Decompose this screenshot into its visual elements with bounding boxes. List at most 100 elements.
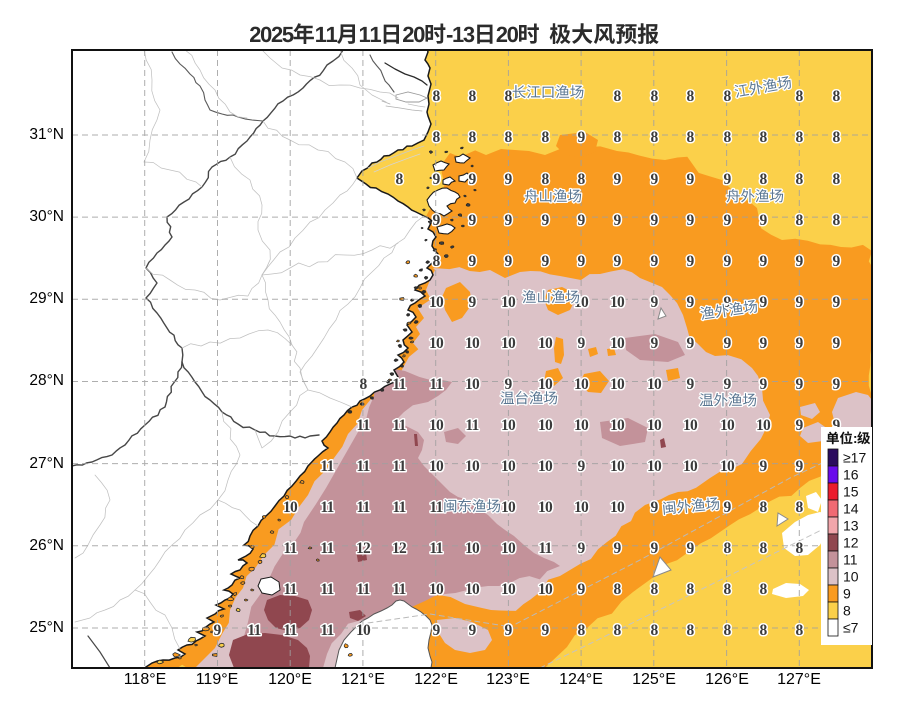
svg-text:9: 9 [795,458,803,475]
svg-text:13: 13 [843,518,859,534]
svg-text:10: 10 [429,581,444,598]
svg-text:120°E: 120°E [268,671,312,688]
svg-text:9: 9 [468,171,476,188]
svg-text:125°E: 125°E [632,671,676,688]
svg-text:121°E: 121°E [341,671,385,688]
svg-text:9: 9 [843,586,851,602]
svg-text:8: 8 [723,540,731,557]
svg-text:9: 9 [795,335,803,352]
svg-text:11: 11 [320,458,333,475]
svg-text:8: 8 [795,499,803,516]
svg-text:9: 9 [541,212,549,229]
svg-text:11: 11 [392,458,405,475]
svg-text:9: 9 [759,212,767,229]
svg-text:8: 8 [832,171,840,188]
svg-text:8: 8 [795,88,803,105]
svg-text:9: 9 [686,171,694,188]
svg-text:9: 9 [613,212,621,229]
svg-text:31°N: 31°N [29,126,64,143]
svg-text:11: 11 [356,499,369,516]
svg-text:9: 9 [504,212,512,229]
svg-text:8: 8 [613,129,621,146]
svg-text:26°N: 26°N [29,537,64,554]
svg-text:8: 8 [541,171,549,188]
svg-text:10: 10 [538,335,553,352]
svg-text:9: 9 [541,622,549,639]
svg-text:9: 9 [723,212,731,229]
svg-text:8: 8 [759,129,767,146]
svg-text:11: 11 [392,376,405,393]
svg-text:9: 9 [577,129,585,146]
svg-text:9: 9 [504,253,512,270]
svg-text:14: 14 [843,501,859,517]
svg-text:124°E: 124°E [559,671,603,688]
svg-text:11: 11 [538,540,551,557]
svg-text:9: 9 [832,335,840,352]
svg-text:28°N: 28°N [29,372,64,389]
svg-text:127°E: 127°E [777,671,821,688]
svg-text:10: 10 [501,458,516,475]
svg-text:10: 10 [574,417,589,434]
svg-text:126°E: 126°E [705,671,749,688]
svg-text:8: 8 [359,376,367,393]
svg-text:9: 9 [759,458,767,475]
svg-text:25°N: 25°N [29,619,64,636]
svg-text:8: 8 [759,171,767,188]
svg-text:123°E: 123°E [486,671,530,688]
svg-text:10: 10 [429,335,444,352]
svg-text:10: 10 [501,294,516,311]
svg-text:8: 8 [795,129,803,146]
svg-text:9: 9 [468,294,476,311]
svg-text:9: 9 [577,253,585,270]
svg-text:9: 9 [541,253,549,270]
svg-text:8: 8 [432,253,440,270]
svg-text:9: 9 [432,212,440,229]
svg-text:8: 8 [795,622,803,639]
svg-text:10: 10 [647,458,662,475]
svg-text:9: 9 [723,253,731,270]
svg-text:9: 9 [650,499,658,516]
svg-text:30°N: 30°N [29,208,64,225]
svg-text:10: 10 [356,622,371,639]
svg-text:8: 8 [650,622,658,639]
svg-text:8: 8 [723,622,731,639]
svg-text:9: 9 [213,622,221,639]
svg-text:11: 11 [320,499,333,516]
svg-text:≥17: ≥17 [843,450,866,466]
svg-text:10: 10 [465,581,480,598]
svg-text:10: 10 [720,458,735,475]
svg-text:9: 9 [432,622,440,639]
svg-text:10: 10 [720,417,735,434]
svg-text:9: 9 [577,458,585,475]
svg-text:10: 10 [429,458,444,475]
svg-text:9: 9 [686,294,694,311]
svg-text:10: 10 [683,417,698,434]
svg-text:16: 16 [843,467,859,483]
svg-text:8: 8 [395,171,403,188]
svg-text:10: 10 [429,417,444,434]
svg-text:10: 10 [756,417,771,434]
svg-text:8: 8 [759,622,767,639]
svg-text:9: 9 [577,335,585,352]
svg-text:9: 9 [795,376,803,393]
svg-text:9: 9 [832,417,840,434]
svg-text:8: 8 [468,88,476,105]
svg-text:10: 10 [574,499,589,516]
svg-text:8: 8 [613,88,621,105]
svg-text:9: 9 [795,294,803,311]
svg-text:8: 8 [650,88,658,105]
svg-text:10: 10 [610,499,625,516]
svg-text:10: 10 [283,499,298,516]
svg-text:9: 9 [577,540,585,557]
svg-text:29°N: 29°N [29,290,64,307]
svg-text:8: 8 [504,88,512,105]
svg-text:8: 8 [686,622,694,639]
svg-text:15: 15 [843,484,859,500]
svg-text:9: 9 [650,335,658,352]
svg-text:10: 10 [501,335,516,352]
svg-text:8: 8 [577,622,585,639]
svg-text:8: 8 [759,581,767,598]
svg-text:11: 11 [843,552,858,568]
svg-text:9: 9 [650,294,658,311]
svg-text:10: 10 [465,335,480,352]
